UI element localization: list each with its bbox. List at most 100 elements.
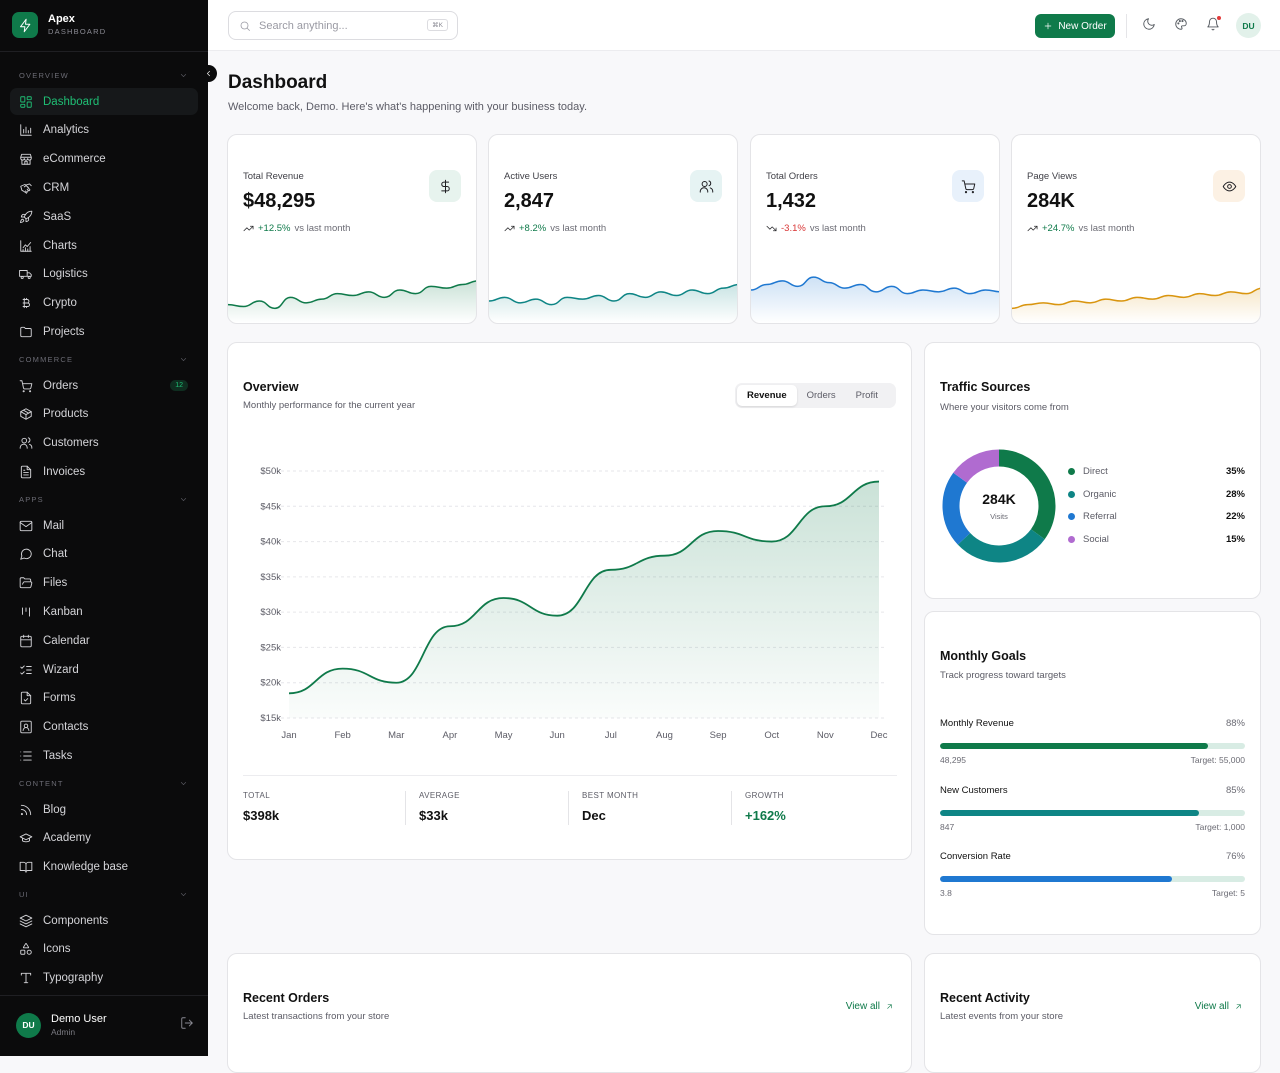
stat-delta: -3.1% vs last month	[766, 223, 866, 234]
y-tick-label: $50k	[260, 466, 281, 477]
legend-item-organic[interactable]: Organic 28%	[1068, 489, 1245, 500]
sidebar-item-label: Mail	[43, 519, 65, 532]
search-input[interactable]: Search anything... ⌘K	[228, 11, 458, 40]
sidebar-section-header[interactable]: APPS	[19, 493, 188, 505]
sidebar-item-blog[interactable]: Blog	[10, 796, 198, 823]
brand[interactable]: Apex DASHBOARD	[12, 12, 106, 38]
summary-divider	[568, 791, 569, 825]
donut-slice-organic[interactable]	[957, 528, 1045, 563]
layers-icon	[19, 914, 33, 928]
monthly-goals-card: Monthly Goals Track progress toward targ…	[924, 611, 1261, 935]
tab-orders[interactable]: Orders	[806, 390, 836, 401]
recent-activity-card: Recent Activity Latest events from your …	[924, 953, 1261, 1073]
sidebar-item-forms[interactable]: Forms	[10, 685, 198, 712]
stat-compare: vs last month	[1078, 223, 1135, 234]
sparkline	[751, 276, 999, 323]
new-order-button[interactable]: New Order	[1035, 14, 1115, 38]
user-profile[interactable]: DU Demo User Admin	[16, 1012, 107, 1038]
book-icon	[19, 860, 33, 874]
calendar-icon	[19, 634, 33, 648]
sidebar-item-label: Kanban	[43, 605, 83, 618]
rocket-icon	[19, 210, 33, 224]
brand-name: Apex	[48, 13, 75, 25]
moon-icon[interactable]	[1142, 17, 1156, 31]
overview-card: Overview Monthly performance for the cur…	[227, 342, 912, 860]
sidebar-item-calendar[interactable]: Calendar	[10, 627, 198, 654]
page-title: Dashboard	[228, 72, 328, 93]
goal-current: 847	[940, 821, 955, 832]
sidebar-item-customers[interactable]: Customers	[10, 430, 198, 457]
legend-item-referral[interactable]: Referral 22%	[1068, 511, 1245, 522]
sidebar-item-logistics[interactable]: Logistics	[10, 261, 198, 288]
kanban-icon	[19, 605, 33, 619]
donut-center-value: 284K	[982, 491, 1016, 507]
traffic-title: Traffic Sources	[940, 380, 1031, 394]
logout-icon[interactable]	[180, 1016, 194, 1030]
x-tick-label: May	[495, 730, 513, 741]
series-area	[289, 481, 879, 718]
palette-icon[interactable]	[1174, 17, 1188, 31]
collapse-sidebar-icon[interactable]	[200, 65, 217, 82]
graduation-cap-icon	[19, 831, 33, 845]
y-tick-label: $25k	[260, 642, 281, 653]
tab-revenue[interactable]: Revenue	[737, 385, 797, 406]
legend-dot	[1068, 490, 1075, 498]
donut-slice-social[interactable]	[953, 449, 1000, 484]
goal-progress-bar	[940, 743, 1245, 749]
stat-label: Page Views	[1027, 171, 1077, 182]
sidebar-item-chat[interactable]: Chat	[10, 541, 198, 568]
sidebar-item-mail[interactable]: Mail	[10, 512, 198, 539]
user-name: Demo User	[51, 1013, 107, 1025]
sidebar-item-invoices[interactable]: Invoices	[10, 458, 198, 485]
sidebar-section-header[interactable]: COMMERCE	[19, 353, 188, 365]
sidebar-item-files[interactable]: Files	[10, 570, 198, 597]
sidebar-item-components[interactable]: Components	[10, 907, 198, 934]
view-all-orders-link[interactable]: View all	[846, 1001, 894, 1012]
sidebar-item-dashboard[interactable]: Dashboard	[10, 88, 198, 115]
donut-slice-direct[interactable]	[998, 449, 1056, 540]
sidebar-section-header[interactable]: CONTENT	[19, 777, 188, 789]
sidebar-item-ecommerce[interactable]: eCommerce	[10, 146, 198, 173]
avatar[interactable]: DU	[1236, 13, 1261, 38]
sidebar-item-projects[interactable]: Projects	[10, 318, 198, 345]
sidebar-section-header[interactable]: OVERVIEW	[19, 69, 188, 81]
sidebar-item-label: Wizard	[43, 663, 79, 676]
sidebar-item-wizard[interactable]: Wizard	[10, 656, 198, 683]
legend-item-direct[interactable]: Direct 35%	[1068, 466, 1245, 477]
chevron-down-icon	[179, 890, 188, 899]
bell-icon[interactable]	[1206, 15, 1222, 31]
sidebar-item-contacts[interactable]: Contacts	[10, 714, 198, 741]
sparkline-line	[751, 276, 999, 295]
sidebar-item-label: Analytics	[43, 124, 90, 137]
sidebar-item-typography[interactable]: Typography	[10, 965, 198, 992]
stat-delta-value: -3.1%	[781, 223, 806, 234]
sidebar-section-header[interactable]: UI	[19, 888, 188, 900]
sparkline-area	[1012, 288, 1260, 323]
sidebar-item-crm[interactable]: CRM	[10, 174, 198, 201]
sidebar-item-products[interactable]: Products	[10, 401, 198, 428]
form-icon	[19, 691, 33, 705]
sidebar-item-orders[interactable]: Orders 12	[10, 372, 198, 399]
legend-label: Referral	[1083, 511, 1117, 522]
view-all-label: View all	[1194, 1001, 1229, 1012]
y-tick-label: $35k	[260, 572, 281, 583]
sidebar-item-label: Tasks	[43, 749, 73, 762]
goals-title: Monthly Goals	[940, 649, 1027, 663]
view-all-activity-link[interactable]: View all	[1195, 1001, 1243, 1012]
sidebar-item-charts[interactable]: Charts	[10, 232, 198, 259]
x-tick-label: Feb	[334, 730, 350, 741]
sidebar-item-tasks[interactable]: Tasks	[10, 742, 198, 769]
sidebar-item-saas[interactable]: SaaS	[10, 203, 198, 230]
legend-item-social[interactable]: Social 15%	[1068, 534, 1245, 545]
sidebar-item-knowledge-base[interactable]: Knowledge base	[10, 854, 198, 881]
donut-slice-referral[interactable]	[942, 472, 971, 545]
sidebar-item-icons[interactable]: Icons	[10, 936, 198, 963]
sidebar-item-academy[interactable]: Academy	[10, 825, 198, 852]
sidebar-item-analytics[interactable]: Analytics	[10, 117, 198, 144]
tab-profit[interactable]: Profit	[855, 390, 878, 401]
sidebar-item-crypto[interactable]: Crypto	[10, 290, 198, 317]
stat-label: Active Users	[504, 171, 558, 182]
sidebar-item-kanban[interactable]: Kanban	[10, 598, 198, 625]
stat-delta-value: +24.7%	[1042, 223, 1075, 234]
overview-summary: TOTAL $398k AVERAGE $33k BEST MONTH Dec …	[243, 775, 897, 825]
